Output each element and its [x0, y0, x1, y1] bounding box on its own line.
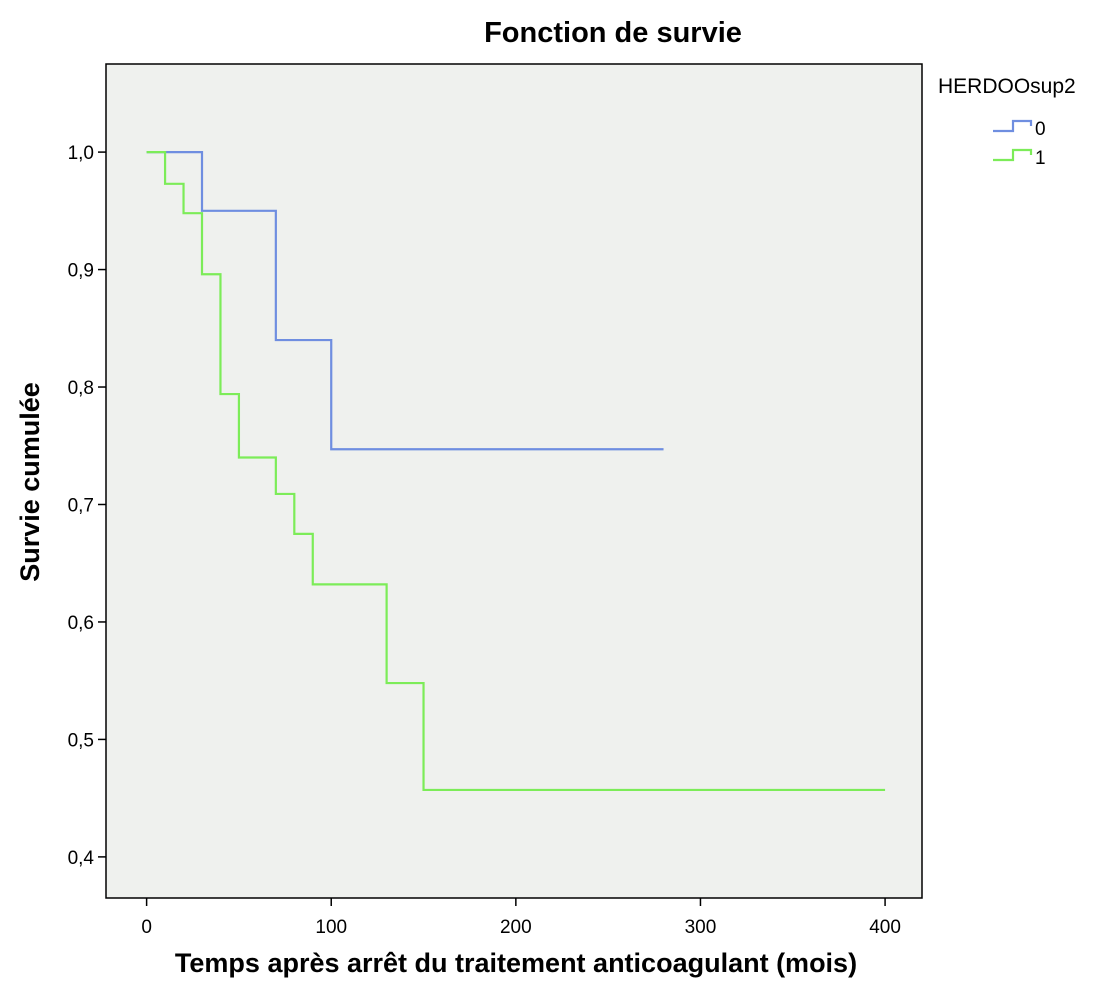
legend-title: HERDOOsup2: [938, 75, 1076, 98]
y-tick-label: 0,5: [68, 730, 94, 751]
plot-area: [105, 63, 923, 899]
y-tick-label: 0,4: [68, 848, 95, 869]
y-tick-label: 0,8: [68, 378, 94, 399]
legend-label-1: 1: [1035, 148, 1046, 169]
y-tick-label: 0,6: [68, 613, 94, 634]
y-tick-label: 1,0: [68, 143, 94, 164]
series-0-line: [146, 150, 664, 451]
series-1-line: [146, 150, 886, 792]
x-tick-label: 0: [141, 917, 152, 938]
legend-swatch-1: [993, 148, 1033, 162]
y-tick-label: 0,7: [68, 495, 94, 516]
legend-entries: 01: [993, 119, 1046, 169]
x-axis: 0 100 200 300 400: [141, 898, 901, 938]
x-tick-label: 400: [869, 917, 901, 938]
y-axis: 0,4 0,5 0,6 0,7 0,8 0,9 1,0: [68, 143, 106, 869]
y-tick-label: 0,9: [68, 261, 94, 282]
x-tick-label: 200: [500, 917, 532, 938]
y-axis-label: Survie cumulée: [15, 382, 45, 582]
legend: HERDOOsup2 01: [938, 75, 1076, 169]
series-layer: [146, 150, 886, 792]
x-tick-label: 300: [685, 917, 717, 938]
x-axis-label: Temps après arrêt du traitement anticoag…: [175, 948, 857, 978]
legend-label-0: 0: [1035, 119, 1046, 140]
legend-swatch-0: [993, 119, 1033, 133]
chart-title: Fonction de survie: [484, 17, 742, 49]
x-tick-label: 100: [315, 917, 347, 938]
